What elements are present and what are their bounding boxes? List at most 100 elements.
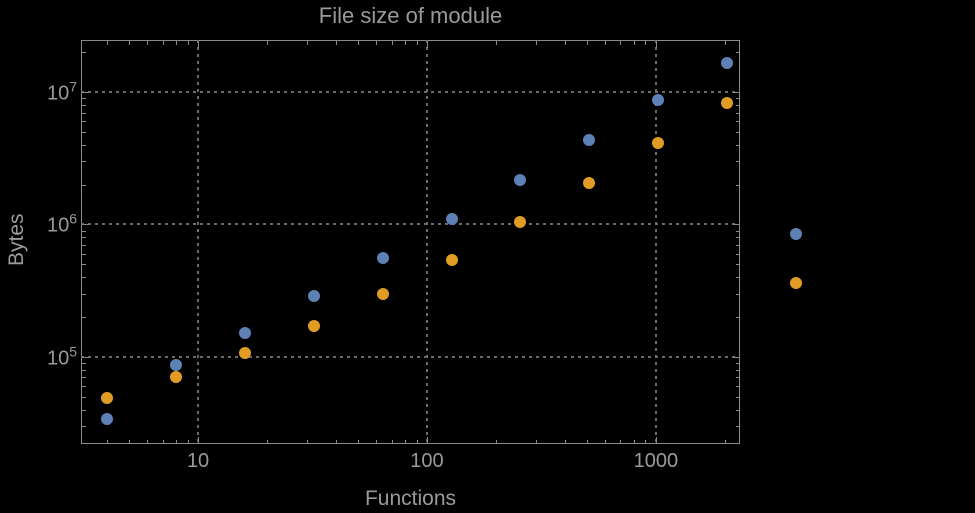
y-tick-right	[736, 409, 740, 411]
data-point-series-1-blue	[652, 94, 665, 107]
data-point-series-2-orange	[238, 347, 251, 359]
x-tick-bottom	[426, 437, 428, 444]
data-point-series-2-orange	[169, 371, 182, 384]
y-axis-label: Bytes	[5, 213, 28, 267]
data-point-series-1-blue	[583, 134, 596, 147]
x-tick-bottom	[536, 440, 538, 444]
grid-line-vertical	[654, 40, 657, 444]
x-tick-top	[426, 41, 428, 48]
y-tick-left	[82, 112, 86, 114]
x-tick-top	[266, 41, 268, 45]
y-tick-label: 106	[46, 211, 77, 237]
x-tick-top	[495, 41, 497, 45]
x-tick-label: 100	[410, 450, 444, 472]
x-tick-bottom	[564, 440, 566, 444]
x-tick-top	[376, 41, 378, 45]
y-tick-left	[82, 362, 86, 364]
y-tick-left	[82, 184, 86, 186]
y-tick-left	[82, 369, 86, 371]
y-tick-left	[82, 98, 86, 100]
y-tick-right	[736, 230, 740, 232]
y-tick-label: 107	[46, 78, 77, 105]
x-axis-label: Functions	[364, 487, 457, 510]
data-point-series-1-blue	[100, 412, 113, 425]
data-point-series-1-blue	[514, 173, 527, 186]
x-tick-top	[645, 41, 647, 45]
y-tick-right	[736, 121, 740, 123]
y-tick-right	[733, 224, 740, 226]
y-tick-left	[82, 224, 89, 226]
x-tick-top	[335, 41, 337, 45]
x-tick-bottom	[655, 437, 657, 444]
y-tick-left	[82, 121, 86, 123]
data-point-series-1-blue	[238, 326, 251, 339]
x-tick-bottom	[404, 440, 406, 444]
chart-title: File size of module	[318, 3, 503, 28]
x-tick-top	[307, 41, 309, 45]
x-tick-bottom	[335, 440, 337, 444]
y-tick-left	[82, 277, 86, 279]
y-tick-right	[736, 104, 740, 106]
y-tick-right	[736, 293, 740, 295]
x-tick-bottom	[187, 440, 189, 444]
data-point-series-2-orange	[376, 287, 389, 300]
data-point-series-2-orange	[790, 277, 803, 290]
x-tick-bottom	[358, 440, 360, 444]
y-tick-right	[736, 377, 740, 379]
x-tick-bottom	[162, 440, 164, 444]
y-tick-right	[736, 112, 740, 114]
y-tick-right	[736, 386, 740, 388]
y-tick-right	[736, 244, 740, 246]
data-point-series-1-blue	[376, 251, 389, 264]
x-tick-bottom	[620, 440, 622, 444]
plot-frame	[81, 40, 740, 444]
x-tick-top	[564, 41, 566, 45]
y-tick-right	[736, 317, 740, 319]
y-tick-right	[736, 98, 740, 100]
x-tick-bottom	[266, 440, 268, 444]
x-tick-bottom	[129, 440, 131, 444]
x-tick-bottom	[175, 440, 177, 444]
x-tick-top	[724, 41, 726, 45]
y-tick-right	[733, 92, 740, 93]
data-point-series-1-blue	[169, 358, 182, 371]
x-tick-top	[147, 41, 149, 45]
y-tick-right	[736, 362, 740, 364]
y-tick-left	[82, 244, 86, 246]
y-tick-right	[736, 277, 740, 279]
x-tick-top	[536, 41, 538, 45]
data-point-series-1-blue	[445, 212, 458, 225]
grid-line-horizontal	[81, 355, 740, 358]
y-tick-right	[736, 161, 740, 163]
x-tick-top	[586, 41, 588, 45]
x-tick-top	[404, 41, 406, 45]
x-tick-top	[416, 41, 418, 45]
y-tick-right	[736, 369, 740, 371]
x-tick-bottom	[391, 440, 393, 444]
x-tick-bottom	[376, 440, 378, 444]
y-tick-right	[733, 356, 740, 358]
y-tick-right	[736, 131, 740, 133]
y-tick-right	[736, 396, 740, 398]
x-tick-top	[162, 41, 164, 45]
data-point-series-2-orange	[583, 176, 596, 189]
y-tick-left	[82, 144, 86, 146]
y-tick-left	[82, 161, 86, 163]
y-tick-right	[736, 253, 740, 255]
y-tick-right	[736, 237, 740, 239]
x-tick-top	[198, 41, 200, 48]
x-tick-label: 1000	[633, 450, 679, 472]
x-tick-bottom	[307, 440, 309, 444]
grid-line-horizontal	[81, 223, 740, 226]
grid-line-horizontal	[81, 91, 740, 93]
y-tick-left	[82, 131, 86, 133]
x-tick-top	[633, 41, 635, 45]
y-tick-left	[82, 386, 86, 388]
data-point-series-1-blue	[307, 289, 320, 302]
x-tick-label: 10	[186, 450, 210, 472]
y-tick-left	[82, 409, 86, 411]
x-tick-bottom	[633, 440, 635, 444]
y-tick-right	[736, 144, 740, 146]
y-tick-left	[82, 317, 86, 319]
